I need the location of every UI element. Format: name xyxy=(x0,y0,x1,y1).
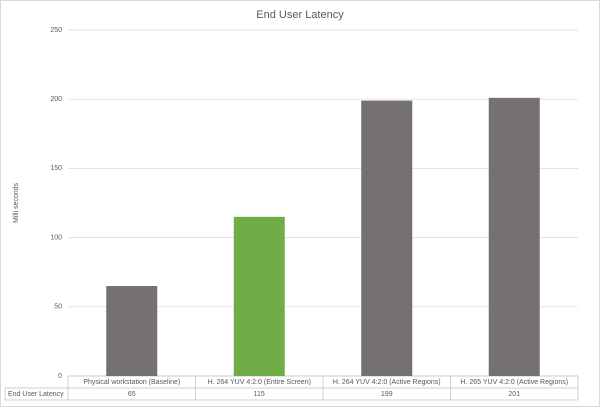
y-tick-label: 150 xyxy=(50,165,62,172)
bar xyxy=(233,216,285,376)
y-tick-label: 200 xyxy=(50,96,62,103)
chart-title: End User Latency xyxy=(256,9,344,21)
bar xyxy=(106,286,158,376)
x-tick-label: H. 264 YUV 4:2:0 (Active Regions) xyxy=(333,379,441,386)
table-row-label: End User Latency xyxy=(8,391,64,398)
y-tick-label: 50 xyxy=(54,304,62,311)
x-tick-label: H. 265 YUV 4:2:0 (Active Regions) xyxy=(460,379,568,386)
bar xyxy=(361,100,413,377)
x-tick-label: Physical workstation (Baseline) xyxy=(83,379,180,386)
x-tick-label: H. 264 YUV 4:2:0 (Entire Screen) xyxy=(208,379,311,386)
y-tick-label: 0 xyxy=(58,373,62,380)
bar xyxy=(488,97,540,376)
y-axis-label: Milli seconds xyxy=(13,182,20,223)
table-value: 115 xyxy=(254,391,265,398)
table-value: 199 xyxy=(381,391,393,398)
table-value: 201 xyxy=(508,391,520,398)
y-tick-label: 100 xyxy=(50,234,62,241)
table-value: 65 xyxy=(128,391,136,398)
y-tick-label: 250 xyxy=(50,27,62,34)
